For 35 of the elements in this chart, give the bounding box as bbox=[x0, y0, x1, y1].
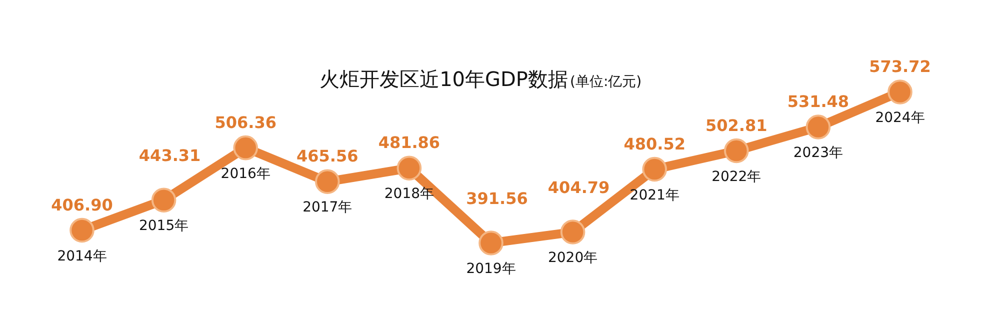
chart-title: 火炬开发区近10年GDP数据 bbox=[320, 67, 568, 91]
chart-subtitle: (单位:亿元) bbox=[570, 74, 642, 90]
x-tick-label: 2020年 bbox=[548, 250, 598, 266]
x-tick-label: 2021年 bbox=[630, 187, 680, 204]
x-tick-label: 2022年 bbox=[712, 168, 762, 185]
data-label: 502.81 bbox=[706, 116, 768, 135]
point bbox=[560, 220, 586, 244]
data-label: 506.36 bbox=[214, 112, 276, 132]
data-label: 465.56 bbox=[296, 146, 358, 166]
x-tick-label: 2019年 bbox=[466, 261, 516, 277]
data-label: 481.86 bbox=[378, 133, 440, 152]
x-tick-label: 2014年 bbox=[57, 248, 107, 264]
data-label: 480.52 bbox=[624, 134, 686, 154]
point bbox=[806, 114, 831, 140]
point bbox=[396, 156, 422, 181]
x-tick-label: 2017年 bbox=[302, 200, 352, 216]
data-label: 443.31 bbox=[138, 146, 201, 166]
data-label: 406.90 bbox=[51, 195, 113, 214]
point bbox=[70, 218, 94, 243]
data-label: 404.79 bbox=[548, 178, 610, 198]
x-tick-label: 2016年 bbox=[220, 166, 270, 182]
point bbox=[888, 80, 912, 104]
x-tick-label: 2018年 bbox=[384, 186, 434, 202]
point bbox=[642, 156, 667, 182]
point bbox=[478, 230, 504, 256]
point bbox=[151, 188, 176, 212]
x-tick-label: 2024年 bbox=[875, 110, 925, 126]
point bbox=[233, 135, 258, 160]
x-tick-label: 2015年 bbox=[138, 218, 189, 234]
data-label: 391.56 bbox=[466, 189, 528, 208]
data-label: 531.48 bbox=[787, 92, 850, 112]
point bbox=[724, 138, 749, 164]
data-label: 573.72 bbox=[869, 57, 931, 76]
point bbox=[315, 169, 340, 194]
x-tick-label: 2023年 bbox=[793, 145, 844, 162]
